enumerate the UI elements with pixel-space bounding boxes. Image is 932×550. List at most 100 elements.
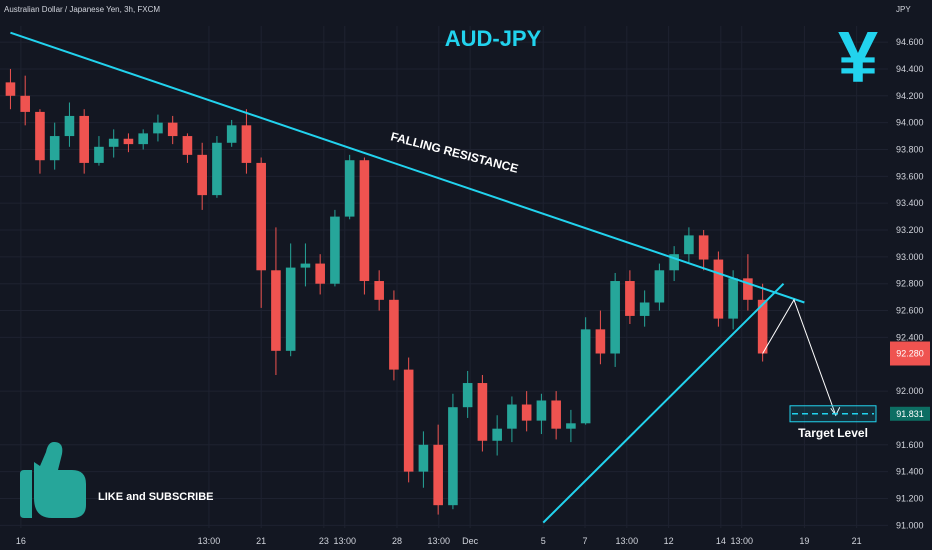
x-tick-label: 12 — [664, 536, 674, 546]
candle-body — [123, 138, 134, 145]
x-tick-label: 14 — [716, 536, 726, 546]
candle-body — [595, 329, 606, 354]
candle-body — [226, 125, 237, 143]
last-price-label: 92.280 — [896, 349, 924, 359]
candle-body — [551, 400, 561, 429]
candle-body — [639, 302, 650, 316]
candle-body — [5, 82, 16, 96]
candle-body — [492, 428, 502, 441]
y-axis-background — [888, 0, 932, 550]
symbol-header: Australian Dollar / Japanese Yen, 3h, FX… — [4, 5, 160, 14]
candle-body — [271, 270, 281, 351]
y-tick-label: 92.400 — [896, 332, 924, 342]
candle-body — [403, 369, 414, 472]
y-tick-label: 91.600 — [896, 440, 924, 450]
y-tick-label: 91.200 — [896, 493, 924, 503]
candle-body — [35, 111, 45, 161]
candle-body — [359, 160, 370, 282]
x-axis: 16 13:00 21 23 13:00 28 13:00 Dec 5 7 13:00 12 14 13:… — [0, 528, 888, 550]
x-tick-label: 23 — [319, 536, 329, 546]
candle-body — [743, 278, 753, 300]
y-axis: 94.600 94.400 94.200 94.000 93.800 93.600 93.4… — [888, 0, 932, 550]
currency-label: JPY — [896, 5, 911, 14]
candle-body — [285, 267, 296, 351]
y-tick-label: 91.400 — [896, 467, 924, 477]
candle-body — [477, 383, 488, 441]
y-tick-label: 92.600 — [896, 306, 924, 316]
candle-body — [433, 444, 443, 506]
x-tick-label: 13:00 — [730, 536, 753, 546]
x-tick-label: 21 — [852, 536, 862, 546]
candle-body — [344, 160, 355, 217]
candle-body — [20, 95, 30, 112]
candle-body — [580, 329, 591, 424]
projection-arrowhead — [830, 407, 841, 417]
candles — [5, 68, 768, 515]
candle-body — [241, 125, 252, 163]
x-tick-label: 28 — [392, 536, 402, 546]
candle-body — [389, 299, 399, 370]
chart-title: AUD-JPY — [445, 26, 542, 51]
candle-body — [684, 235, 694, 255]
candle-body — [108, 138, 119, 147]
candle-body — [654, 270, 665, 303]
candle-body — [167, 122, 178, 137]
overlays: Target Level — [10, 31, 877, 524]
y-tick-label: 94.200 — [896, 91, 924, 101]
x-tick-label: 13:00 — [333, 536, 356, 546]
candle-body — [728, 278, 738, 319]
projection-path — [762, 298, 837, 416]
candle-body — [256, 162, 266, 271]
x-axis-background — [0, 528, 888, 550]
candle-body — [625, 281, 635, 316]
like-subscribe-text: LIKE and SUBSCRIBE — [98, 491, 214, 503]
x-tick-label: 16 — [16, 536, 26, 546]
thumbs-up-icon — [20, 442, 86, 518]
y-tick-label: 94.600 — [896, 37, 924, 47]
candle-body — [507, 404, 517, 429]
candle-body — [566, 423, 576, 429]
y-tick-label: 92.000 — [896, 386, 924, 396]
candle-body — [138, 133, 148, 145]
x-tick-label: 13:00 — [198, 536, 221, 546]
grid — [0, 26, 888, 528]
x-tick-label: 13:00 — [616, 536, 639, 546]
candle-body — [698, 235, 709, 260]
candle-body — [64, 115, 75, 137]
candle-body — [330, 216, 340, 284]
y-tick-label: 93.600 — [896, 171, 924, 181]
target-level-label: Target Level — [798, 426, 868, 440]
y-tick-label: 93.800 — [896, 144, 924, 154]
last-price-tag — [890, 341, 930, 366]
candle-body — [448, 407, 458, 506]
x-tick-label: 5 — [541, 536, 546, 546]
candle-body — [521, 404, 532, 421]
x-tick-label: 13:00 — [428, 536, 451, 546]
candle-body — [536, 400, 547, 421]
candle-body — [197, 154, 207, 196]
candle-body — [49, 136, 60, 161]
candle-body — [315, 263, 325, 284]
yen-icon: ¥ — [838, 18, 878, 98]
x-tick-label: 19 — [799, 536, 809, 546]
candle-body — [757, 299, 768, 354]
falling-resistance-line — [10, 31, 805, 304]
y-tick-label: 94.000 — [896, 118, 924, 128]
candle-body — [182, 136, 193, 155]
candle-body — [153, 122, 163, 134]
y-tick-label: 93.200 — [896, 225, 924, 235]
x-tick-label: 7 — [583, 536, 588, 546]
candle-body — [374, 281, 384, 300]
x-tick-label: Dec — [462, 536, 479, 546]
candle-body — [79, 115, 89, 163]
target-price-label: 91.831 — [896, 409, 924, 419]
candle-body — [94, 146, 104, 163]
y-tick-label: 92.800 — [896, 279, 924, 289]
candle-body — [610, 281, 620, 354]
target-price-tag — [890, 406, 930, 421]
candle-body — [418, 444, 429, 472]
y-tick-label: 91.000 — [896, 520, 924, 530]
candle-body — [713, 259, 724, 319]
candle-body — [669, 254, 679, 271]
